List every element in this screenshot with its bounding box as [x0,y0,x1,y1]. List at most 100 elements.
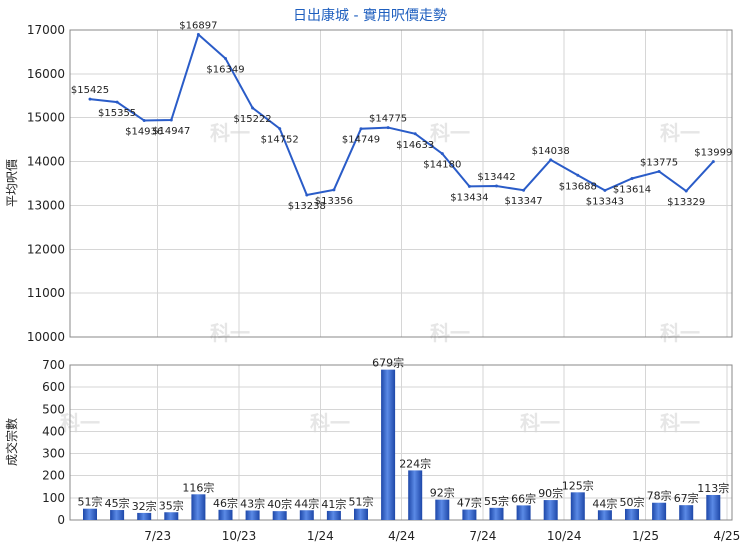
watermark-text: 科一 [210,321,250,345]
price-point [684,189,688,193]
price-point-label: $15222 [234,114,272,125]
price-point [142,119,146,123]
price-point [413,132,417,136]
transaction-bar-label: 92宗 [430,486,455,500]
transaction-bar [326,510,341,520]
price-point-label: $16897 [179,21,217,32]
bar-y-axis-label: 成交宗數 [4,418,19,466]
bar-y-tick-label: 700 [42,358,65,372]
price-point-label: $13775 [640,157,678,168]
price-point-label: $14180 [423,160,461,171]
transaction-bar-label: 47宗 [457,496,482,510]
line-gridlines [70,29,732,338]
transaction-bar [652,502,667,520]
price-point-label: $13688 [559,181,597,192]
price-point [386,126,390,130]
price-point [495,184,498,188]
price-point [88,97,92,101]
price-point-label: $14775 [369,114,407,125]
price-point-label: $13614 [613,185,651,196]
transaction-bar [218,509,233,520]
transaction-bar [245,510,260,520]
x-tick-label: 10/24 [547,529,582,543]
transaction-bar [706,494,721,520]
price-point-label: $13343 [586,196,624,207]
x-tick-label: 1/24 [307,529,334,543]
transaction-bars [83,369,721,520]
price-point-label: $14936 [125,127,163,138]
transaction-bar-label: 90宗 [538,486,563,500]
price-point-label: $14947 [152,126,190,137]
price-point-label: $14633 [396,140,434,151]
price-series [88,32,715,197]
price-point [196,33,200,37]
watermark-text: 科一 [660,321,700,345]
watermark-text: 科一 [210,121,250,145]
price-point [169,118,173,122]
price-point-label: $14752 [261,135,299,146]
bar-y-tick-label: 500 [42,402,65,416]
x-tick-label: 1/25 [632,529,659,543]
transaction-bar-label: 45宗 [105,496,130,510]
x-tick-label: 4/24 [388,529,415,543]
transaction-bar [597,510,612,520]
transaction-bar [625,508,639,520]
transaction-bar [272,511,287,520]
transaction-bar-label: 46宗 [213,496,238,510]
transaction-bar [299,510,314,520]
price-point [467,184,471,188]
price-point [251,106,255,110]
line-y-tick-label: 12000 [27,242,65,256]
price-point [630,177,634,181]
transaction-bar-label: 78宗 [647,489,672,503]
price-point [576,173,580,177]
line-y-ticks: 10000 11000 12000 13000 14000 15000 16000 17000 [27,23,65,344]
price-point-label: $15425 [71,85,109,96]
transaction-bar [516,505,531,520]
transaction-bar-label: 44宗 [294,496,319,510]
x-tick-label: 10/23 [222,529,257,543]
price-point [440,152,444,156]
transaction-bar-label: 51宗 [78,495,103,509]
transaction-bar [164,512,179,520]
price-point [711,160,715,164]
price-point-labels: $15425 $15355 $14936$14947 $16897 $16349 $152… [71,21,732,212]
price-point-label: $13356 [315,196,353,207]
price-point [603,188,607,192]
x-axis-ticks: 7/23 10/23 1/24 4/24 7/24 10/24 1/25 4/25 [144,529,740,543]
transaction-bar-label: 116宗 [182,480,214,494]
line-plot-frame [69,29,733,338]
price-point-label: $13999 [694,148,732,159]
transaction-bar [408,470,423,520]
transaction-bar [435,499,450,520]
x-tick-label: 4/25 [713,529,740,543]
transaction-bar-label: 55宗 [484,494,509,508]
bar-y-tick-label: 0 [57,513,65,527]
transaction-bar-label: 67宗 [674,491,699,505]
transaction-bar-label: 44宗 [592,496,617,510]
price-point-label: $13329 [667,197,705,208]
transaction-bar-label: 32宗 [132,499,157,513]
watermark-text: 科一 [430,321,470,345]
transaction-bar [679,505,694,520]
bar-y-tick-label: 300 [42,447,65,461]
line-y-tick-label: 10000 [27,330,65,344]
bar-y-tick-label: 100 [42,491,65,505]
x-tick-label: 7/24 [469,529,496,543]
transaction-bar-label: 224宗 [399,456,431,470]
line-y-tick-label: 13000 [27,198,65,212]
transaction-bar [354,508,368,520]
transaction-bar [570,492,585,520]
line-y-tick-label: 17000 [27,23,65,37]
price-point-label: $14038 [532,146,570,157]
transaction-bar [137,512,152,520]
transaction-bar-label: 50宗 [620,495,645,509]
price-point-label: $13442 [477,172,515,183]
transaction-bar [543,500,558,520]
price-point [115,100,119,104]
transaction-bar-label: 43宗 [240,496,265,510]
